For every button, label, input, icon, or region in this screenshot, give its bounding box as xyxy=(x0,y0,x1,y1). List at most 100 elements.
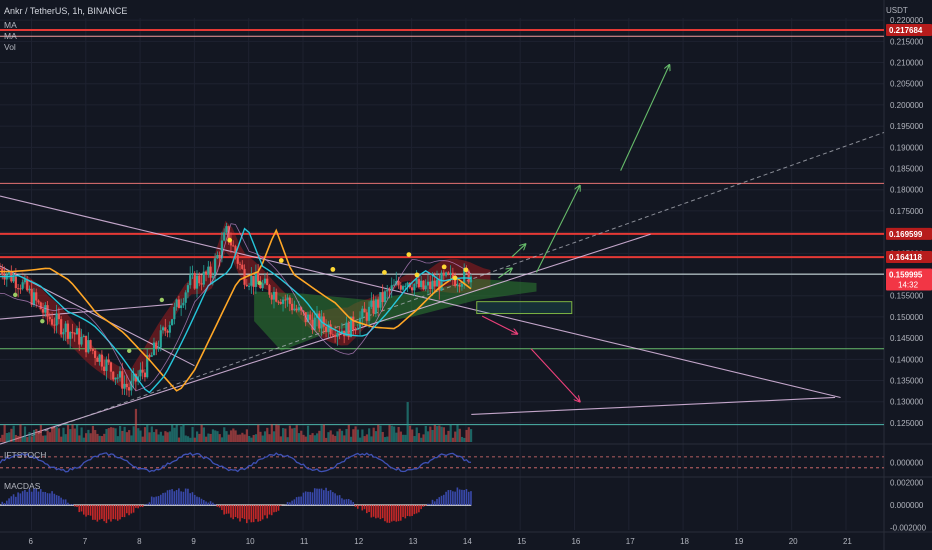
iftstoch-line xyxy=(0,452,472,473)
candle-body xyxy=(62,332,65,335)
candle-body xyxy=(286,297,289,300)
macd-histogram-bar xyxy=(304,491,307,506)
volume-bar xyxy=(12,425,15,442)
macd-histogram-bar xyxy=(39,489,42,506)
macd-histogram-bar xyxy=(463,489,465,506)
time-tick-label: 9 xyxy=(191,537,196,546)
candle-body xyxy=(121,371,124,389)
macd-histogram-bar xyxy=(130,505,133,514)
candle-body xyxy=(401,286,405,290)
macd-histogram-bar xyxy=(295,497,298,506)
volume-bar xyxy=(28,432,31,442)
price-tick-label: 0.175000 xyxy=(890,207,924,216)
macd-histogram-bar xyxy=(214,504,216,506)
macd-histogram-bar xyxy=(427,503,429,506)
volume-bar xyxy=(180,426,183,442)
volume-bar xyxy=(209,433,212,442)
price-badge xyxy=(886,227,932,240)
macd-histogram-bar xyxy=(372,505,375,517)
macdas-title[interactable]: MACDAS xyxy=(4,481,41,491)
macd-histogram-bar xyxy=(236,505,239,519)
volume-bar xyxy=(82,437,85,442)
time-tick-label: 19 xyxy=(734,537,743,546)
candle-body xyxy=(433,280,436,287)
volume-bar xyxy=(322,424,325,442)
macd-histogram-bar xyxy=(223,505,225,515)
candle-body xyxy=(367,306,371,321)
volume-bar xyxy=(186,436,190,442)
indicator-vol[interactable]: Vol xyxy=(4,42,16,52)
candle-body xyxy=(191,273,194,276)
macd-histogram-bar xyxy=(395,505,398,522)
candle-body xyxy=(39,302,42,310)
candle-body xyxy=(438,279,441,291)
candle-body xyxy=(417,279,420,288)
macd-histogram-bar xyxy=(338,495,341,506)
volume-bar xyxy=(182,424,185,442)
candle-body xyxy=(340,330,344,334)
volume-bar xyxy=(347,424,350,442)
macd-histogram-bar xyxy=(298,496,300,506)
candle-body xyxy=(261,283,264,289)
indicator-ma-2[interactable]: MA xyxy=(4,31,17,41)
candle-body xyxy=(297,307,300,311)
macd-histogram-bar xyxy=(46,493,49,506)
macd-histogram-bar xyxy=(445,491,447,506)
signal-dot-yellow xyxy=(414,272,420,278)
indicator-ma-1[interactable]: MA xyxy=(4,20,17,30)
signal-dot-yellow xyxy=(406,252,412,257)
candle-body xyxy=(143,372,147,378)
volume-bar xyxy=(374,431,378,442)
volume-bar xyxy=(469,429,473,442)
macd-histogram-bar xyxy=(363,505,366,510)
volume-bar xyxy=(150,426,153,442)
macd-histogram-bar xyxy=(350,500,352,506)
volume-bar xyxy=(166,432,169,442)
candle-body xyxy=(98,354,101,362)
macd-histogram-bar xyxy=(82,505,85,515)
candle-body xyxy=(290,303,294,311)
macd-histogram-bar xyxy=(322,490,325,506)
target-box xyxy=(476,301,573,315)
candle-body xyxy=(223,232,226,241)
volume-bar xyxy=(447,430,450,442)
volume-bar xyxy=(137,428,140,442)
price-tick-label: 0.185000 xyxy=(890,165,924,174)
volume-bar xyxy=(413,436,416,442)
volume-bar xyxy=(73,428,76,442)
iftstoch-title[interactable]: IFTSTOCH xyxy=(4,450,47,460)
candle-body xyxy=(245,284,248,287)
price-tick-label: 0.125000 xyxy=(890,419,924,428)
time-tick-label: 13 xyxy=(409,537,418,546)
volume-bar xyxy=(62,427,65,442)
time-tick-label: 15 xyxy=(517,537,526,546)
volume-bar xyxy=(356,429,359,442)
candle-body xyxy=(329,324,332,335)
candle-body xyxy=(429,281,432,290)
macd-histogram-bar xyxy=(126,505,128,514)
candle-body xyxy=(46,305,49,317)
candle-body xyxy=(426,281,430,286)
volume-bar xyxy=(259,431,262,442)
candle-body xyxy=(318,313,321,329)
volume-bar xyxy=(211,429,215,442)
volume-bar xyxy=(207,433,210,442)
volume-bar xyxy=(284,428,287,442)
macd-histogram-bar xyxy=(30,491,33,506)
volume-bar xyxy=(216,431,219,442)
volume-bar xyxy=(44,435,47,442)
volume-bar xyxy=(69,429,72,442)
macd-histogram-bar xyxy=(313,488,316,506)
macd-histogram-bar xyxy=(5,500,8,506)
candle-body xyxy=(456,284,459,287)
candle-body xyxy=(440,272,443,291)
volume-bar xyxy=(105,429,108,442)
volume-bar xyxy=(336,431,339,442)
macd-histogram-bar xyxy=(135,505,137,508)
macd-histogram-bar xyxy=(209,501,212,506)
macd-histogram-bar xyxy=(146,503,148,506)
macd-histogram-bar xyxy=(73,505,76,507)
volume-bar xyxy=(295,425,298,442)
volume-bar xyxy=(436,426,439,442)
